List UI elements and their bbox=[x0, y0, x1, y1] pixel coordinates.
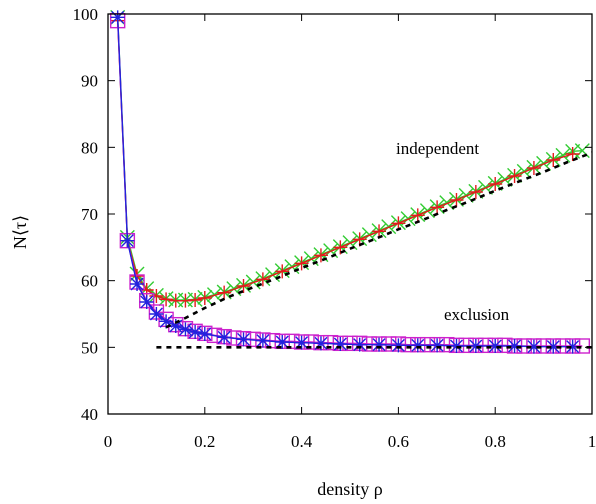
series-exclusion-blue-point bbox=[546, 339, 561, 354]
series-exclusion-blue-point bbox=[565, 339, 580, 354]
series-exclusion-blue-point bbox=[168, 319, 183, 333]
series-exclusion-blue-point bbox=[372, 337, 387, 352]
series-exclusion-blue-point bbox=[313, 336, 328, 351]
series-independent-red-point bbox=[488, 177, 503, 191]
series-independent-red-point bbox=[255, 272, 270, 287]
x-tick-label: 0.2 bbox=[194, 432, 215, 451]
series-independent-red-point bbox=[546, 153, 561, 167]
series-independent-red-point bbox=[294, 256, 309, 271]
series-exclusion-blue-point bbox=[333, 337, 348, 351]
series-independent-red-point bbox=[197, 291, 212, 305]
x-tick-label: 0.8 bbox=[485, 432, 506, 451]
series-exclusion-blue-point bbox=[468, 339, 483, 353]
series-exclusion-blue-point bbox=[294, 335, 309, 350]
series-exclusion-blue-point bbox=[430, 338, 445, 353]
series-independent-red-point bbox=[236, 279, 251, 293]
series-exclusion-blue-point bbox=[120, 233, 135, 248]
series-independent-red-point bbox=[526, 161, 541, 175]
series-exclusion-blue-point bbox=[526, 339, 541, 354]
series-independent-red-point bbox=[410, 208, 425, 223]
series-exclusion-blue-point bbox=[275, 335, 290, 349]
series-exclusion-blue-point bbox=[197, 327, 212, 341]
series-independent-red-point bbox=[159, 292, 174, 307]
plot-frame bbox=[107, 13, 593, 415]
series-independent-black-line bbox=[165, 151, 593, 329]
annotation-independent: independent bbox=[396, 139, 479, 158]
series-exclusion-blue-point bbox=[110, 10, 125, 25]
annotation-exclusion: exclusion bbox=[444, 305, 510, 324]
y-tick-label: 90 bbox=[81, 72, 98, 91]
series-independent-red-point bbox=[468, 185, 483, 199]
series-exclusion-blue-point bbox=[352, 337, 367, 352]
series-exclusion-blue-point bbox=[391, 338, 406, 353]
series-independent-red-point bbox=[275, 264, 290, 279]
y-tick-label: 80 bbox=[81, 138, 98, 157]
series-exclusion-blue-point bbox=[255, 333, 270, 348]
series-independent-red-point bbox=[449, 193, 464, 207]
series-exclusion-blue-point bbox=[488, 339, 503, 353]
series-exclusion-blue-point bbox=[188, 325, 203, 339]
series-independent-red-point bbox=[313, 248, 328, 263]
y-tick-label: 70 bbox=[81, 205, 98, 224]
y-tick-label: 40 bbox=[81, 405, 98, 424]
y-tick-label: 50 bbox=[81, 338, 98, 357]
series-independent-red-point bbox=[217, 285, 232, 300]
ticks-layer: 0 0.2 0.4 0.6 0.8 1 40 50 60 70 80 90 100 bbox=[73, 5, 596, 451]
x-tick-label: 0 bbox=[104, 432, 113, 451]
series-exclusion-blue-point bbox=[159, 314, 174, 329]
x-axis-label: density ρ bbox=[317, 479, 382, 499]
series-independent-red-point bbox=[565, 147, 580, 161]
x-tick-label: 1 bbox=[588, 432, 596, 451]
series-independent-red-line bbox=[117, 20, 573, 302]
series-exclusion-blue-point bbox=[217, 330, 232, 345]
series-exclusion-blue-point bbox=[410, 338, 425, 353]
series-exclusion-blue-point bbox=[178, 322, 193, 337]
series-independent-red-point bbox=[430, 200, 445, 215]
series-exclusion-blue-point bbox=[139, 295, 154, 309]
series-independent-green-line bbox=[117, 17, 583, 301]
y-tick-label: 100 bbox=[73, 5, 99, 24]
x-tick-label: 0.6 bbox=[388, 432, 409, 451]
series-exclusion-blue-point bbox=[507, 339, 522, 353]
series-exclusion-blue-point bbox=[130, 277, 145, 291]
x-tick-label: 0.4 bbox=[291, 432, 313, 451]
series-exclusion-blue-point bbox=[236, 332, 251, 347]
series-independent-red-point bbox=[507, 169, 522, 183]
series-independent-red-point bbox=[188, 293, 203, 307]
series-exclusion-blue-point bbox=[149, 307, 164, 321]
y-tick-label: 60 bbox=[81, 272, 98, 291]
plot-layer bbox=[109, 9, 593, 354]
series-independent-red-point bbox=[333, 240, 348, 255]
y-axis-label: N⟨τ⟩ bbox=[10, 215, 30, 249]
